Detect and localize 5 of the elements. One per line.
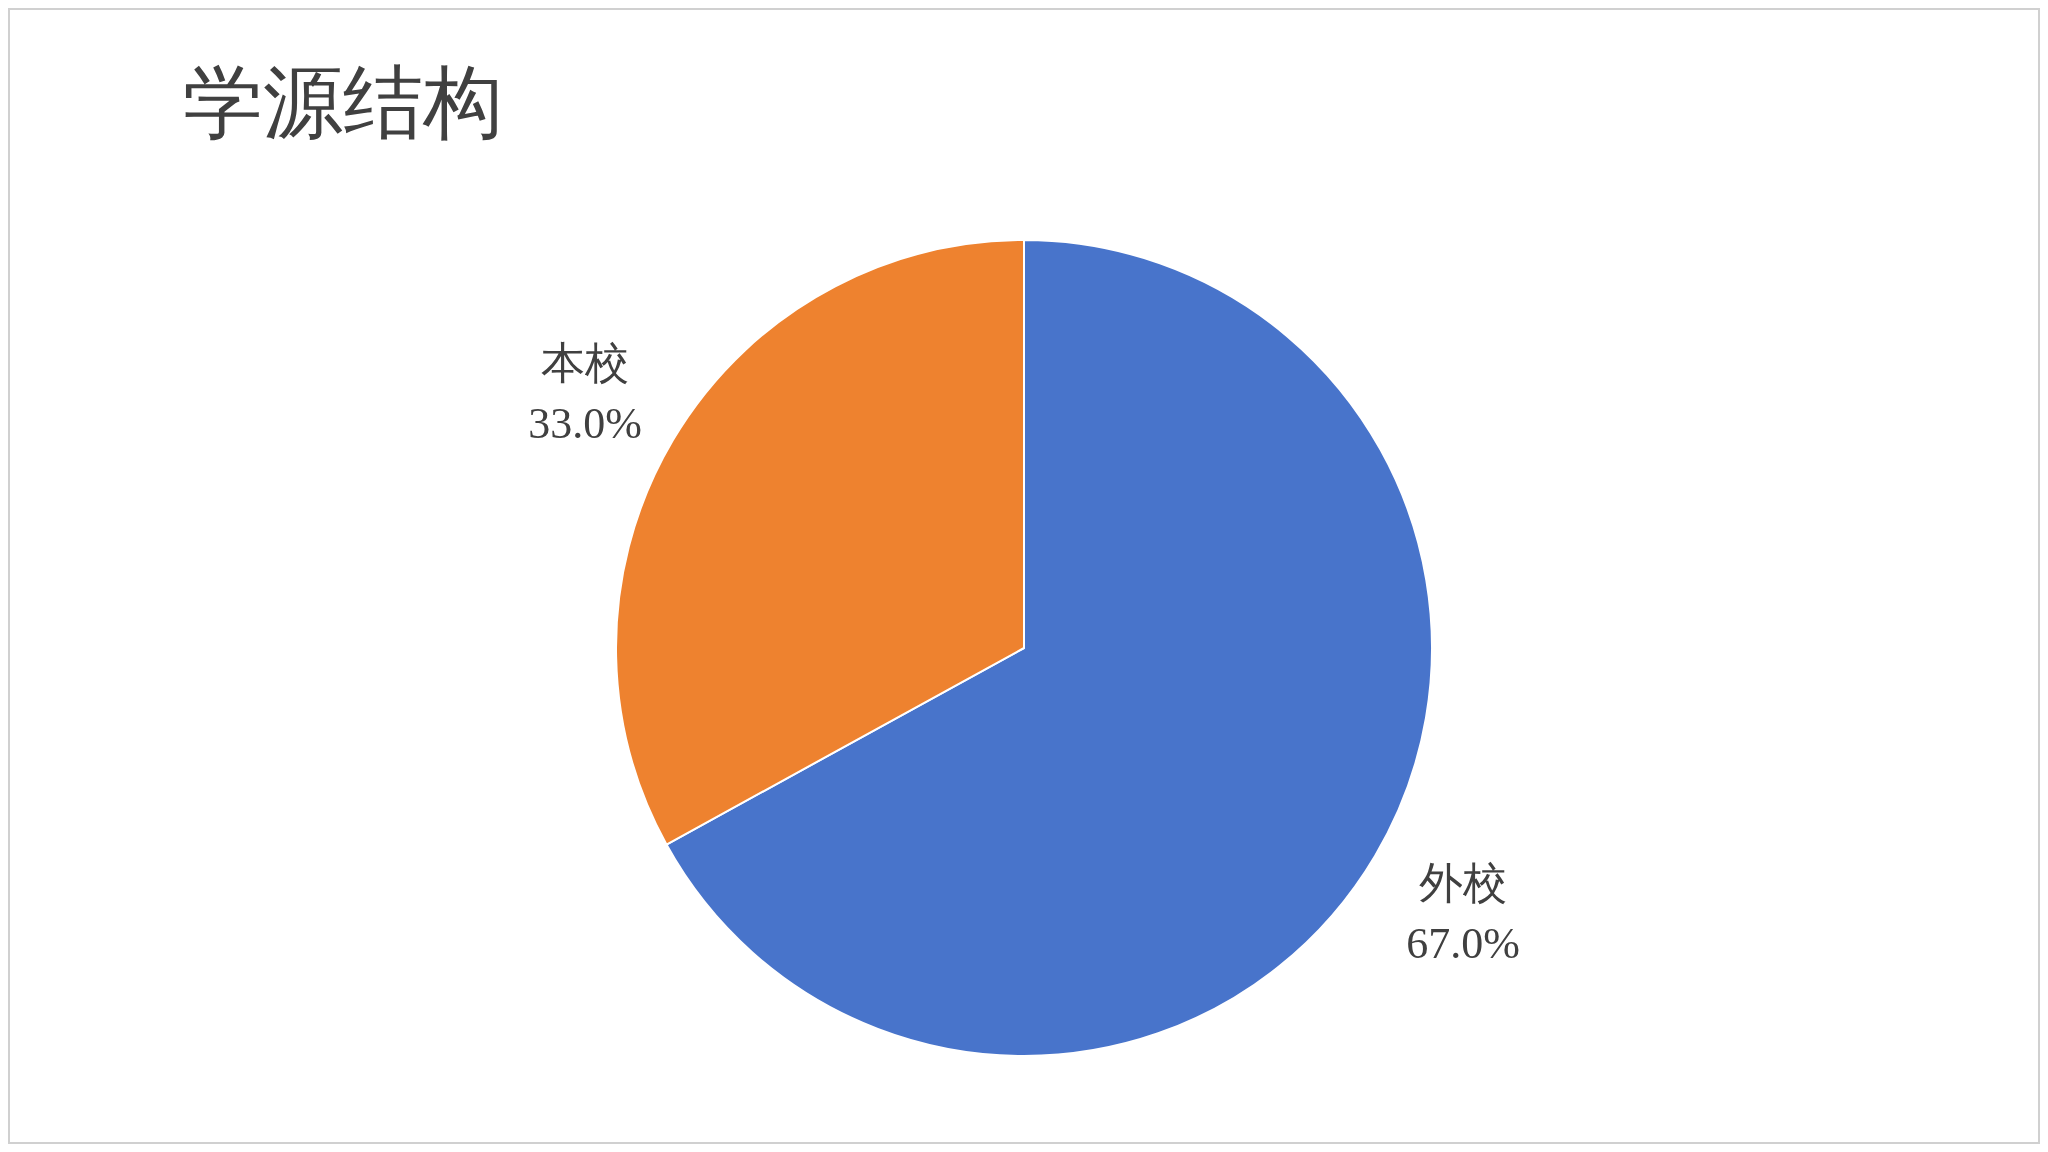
data-label: 33.0%	[528, 399, 642, 449]
slice-label: 外校	[1418, 858, 1507, 908]
chart-title: 学源结构	[183, 59, 503, 147]
slice-label: 本校	[541, 339, 630, 389]
data-label: 67.0%	[1406, 918, 1520, 968]
